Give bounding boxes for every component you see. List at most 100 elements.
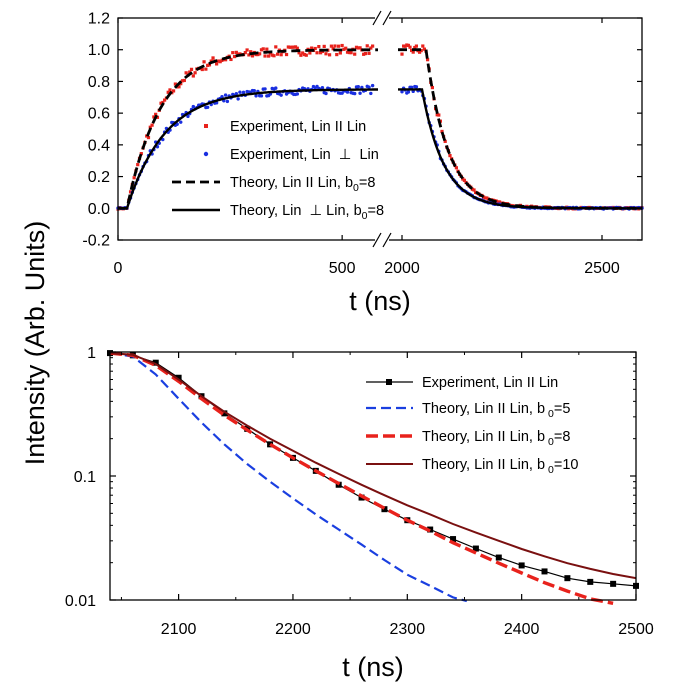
data-point: [256, 52, 260, 57]
series-line: [109, 352, 637, 580]
data-point: [426, 58, 430, 62]
data-point: [349, 51, 353, 55]
y-tick-label: 0.1: [74, 469, 96, 486]
legend-label: Experiment, Lin ⊥ Lin: [230, 147, 379, 163]
data-point: [369, 46, 373, 50]
data-point: [472, 188, 476, 192]
x-tick-label: 2400: [504, 621, 540, 638]
data-point: [414, 85, 419, 89]
data-point: [274, 86, 278, 90]
series-line: [118, 48, 378, 210]
data-point: [414, 44, 418, 48]
data-point: [381, 506, 388, 513]
data-point: [358, 46, 362, 50]
data-point: [344, 46, 348, 50]
axis-break-mark: [372, 232, 382, 248]
data-point: [462, 178, 466, 182]
data-point: [363, 51, 368, 56]
y-tick-label: -0.2: [82, 233, 110, 250]
data-point: [223, 93, 228, 97]
data-point: [232, 54, 237, 59]
data-point: [182, 78, 186, 83]
x-tick-label: 2500: [584, 260, 620, 277]
data-point: [263, 54, 267, 58]
data-point: [336, 44, 341, 48]
data-point: [327, 53, 332, 57]
data-point: [356, 46, 360, 50]
data-point: [333, 44, 337, 48]
data-point: [409, 85, 414, 90]
data-point: [261, 47, 265, 51]
data-point: [352, 91, 357, 96]
bottom-series-group: [107, 350, 639, 605]
bottom-panel: 2100 2200 2300 2400 2500 1 0.1 0.01 t (ns) Expe…: [65, 345, 654, 682]
data-point: [302, 52, 307, 57]
data-point: [308, 51, 312, 55]
data-point: [313, 46, 317, 51]
data-point: [234, 50, 238, 54]
data-point: [234, 91, 239, 96]
top-panel: -0.2 0.0 0.2 0.4 0.6 0.8 1.0 1.2 0 500 2000 2500 t …: [82, 10, 644, 316]
data-point: [193, 71, 197, 75]
top-x-axis-label: t (ns): [349, 286, 411, 316]
data-point: [342, 47, 346, 51]
data-point: [274, 45, 278, 49]
y-tick-label: 0.8: [88, 74, 110, 91]
axis-break-mark: [382, 10, 392, 26]
data-point: [225, 99, 230, 104]
x-tick-label: 2000: [384, 260, 420, 277]
data-point: [362, 52, 366, 56]
data-point: [202, 60, 206, 64]
data-point: [279, 53, 283, 57]
data-point: [310, 46, 314, 50]
axis-break-gap: [375, 236, 389, 244]
data-point: [272, 54, 276, 58]
data-point: [243, 51, 247, 55]
data-point: [286, 45, 290, 49]
data-point: [161, 100, 165, 105]
bottom-legend: Experiment, Lin II Lin Theory, Lin II Lin…: [366, 375, 579, 476]
data-point: [347, 50, 351, 55]
data-point: [292, 45, 296, 49]
axis-break-mark: [372, 10, 382, 26]
data-point: [250, 54, 255, 58]
data-point: [245, 48, 249, 52]
data-point: [188, 70, 192, 74]
legend-label: Theory, Lin II Lin, b 0=10: [422, 457, 579, 476]
data-point: [367, 85, 371, 89]
data-point: [369, 91, 373, 96]
data-point: [132, 176, 136, 180]
data-point: [191, 74, 195, 78]
data-point: [191, 104, 196, 109]
data-point: [410, 48, 414, 53]
y-tick-label: 0.0: [88, 201, 110, 218]
data-point: [163, 98, 167, 102]
data-point: [406, 90, 411, 94]
data-point: [270, 53, 274, 57]
data-point: [150, 123, 154, 127]
data-point: [430, 85, 434, 90]
series-line: [398, 88, 642, 210]
legend-swatch: [203, 151, 209, 157]
data-point: [450, 536, 457, 543]
data-point: [472, 545, 479, 552]
data-point: [136, 163, 140, 167]
top-legend: Experiment, Lin II Lin Experiment, Lin ⊥ …: [172, 119, 384, 222]
data-point: [365, 44, 369, 48]
y-tick-label: 0.01: [65, 593, 96, 610]
x-tick-label: 2500: [618, 621, 654, 638]
data-point: [518, 562, 525, 569]
data-point: [161, 137, 165, 142]
bottom-axes: 2100 2200 2300 2400 2500 1 0.1 0.01: [65, 345, 654, 638]
data-point: [315, 51, 319, 55]
data-point: [220, 94, 224, 99]
data-point: [587, 578, 594, 585]
bottom-series-2: [109, 351, 614, 605]
data-point: [180, 79, 185, 83]
legend-label: Experiment, Lin II Lin: [422, 375, 558, 391]
legend-label: Experiment, Lin II Lin: [230, 119, 366, 135]
data-point: [247, 53, 251, 57]
data-point: [422, 47, 426, 51]
data-point: [175, 374, 182, 381]
series-line: [118, 88, 378, 210]
